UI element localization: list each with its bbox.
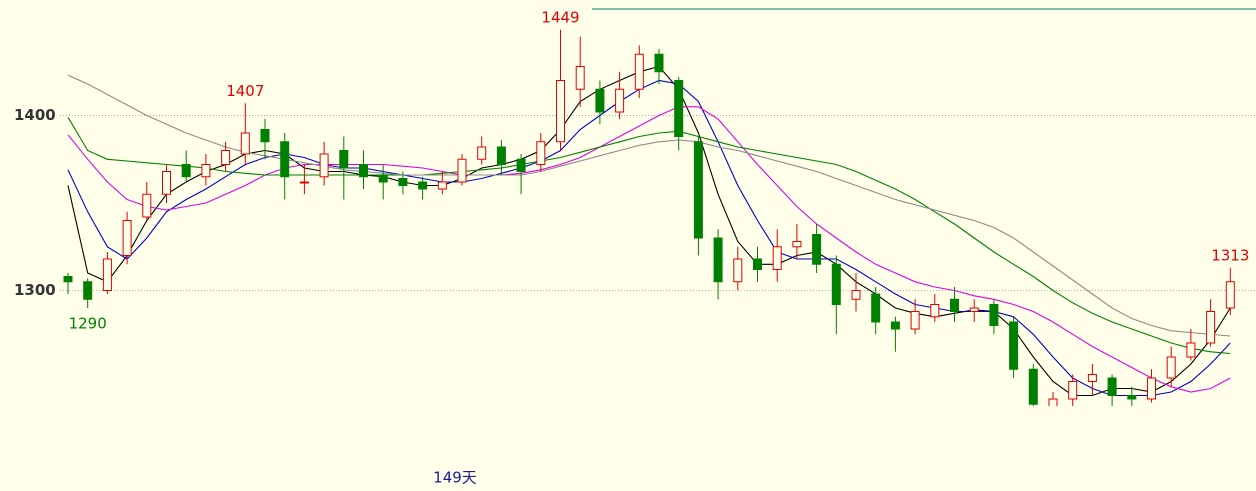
candle-body [181,164,191,178]
candle-body [221,150,231,165]
candle-body [1206,311,1216,344]
y-tick-label: 1300 [14,281,56,299]
candle-body [812,234,822,265]
candle-body [1147,377,1156,400]
low-label: 1290 [69,315,107,333]
candle-body [1009,321,1019,370]
candle-body [792,241,802,248]
candle-body [1068,381,1078,400]
candle-body [575,66,585,90]
candle-body [1087,374,1097,382]
moving-average-line [67,117,1231,355]
candle-body [595,88,605,113]
candle-body [1048,398,1058,406]
moving-average-line [67,106,1231,393]
high-label: 1313 [1211,246,1249,264]
candle-body [516,158,526,172]
candle-body [201,164,211,178]
candle-body [418,181,428,190]
candle-body [871,293,881,323]
candle-body [457,158,467,183]
candle-body [1225,281,1235,309]
candle-body [162,171,171,195]
candle-body [634,53,644,90]
y-tick-label: 1400 [14,106,56,124]
candle-body [398,178,408,186]
candle-body [319,153,329,178]
candle-body [969,307,979,312]
candle-body [63,276,73,283]
candle-body [674,80,684,137]
candle-body [102,258,112,291]
candle-body [1107,377,1117,396]
candle-body [437,181,447,190]
labels: 1300 1400 1290 1407 1449 1313 [14,8,1249,332]
moving-average-line [67,74,1231,337]
moving-average-line [67,65,1231,397]
high-label: 1407 [226,82,264,100]
candle-body [713,237,723,283]
candle-body [910,311,920,330]
candle-body [851,290,861,300]
moving-average-line [67,79,1231,397]
candle-body [1186,342,1196,358]
candle-body [654,53,664,73]
candle-body [1028,368,1038,405]
candle-body [240,132,250,155]
candle-body [477,146,487,160]
candle-body [299,181,309,184]
candle-body [280,141,290,178]
candle-body [930,304,940,318]
candle-body [772,246,782,270]
candle-body [615,88,625,113]
candle-body [339,150,349,169]
candle-body [378,174,388,183]
candle-body [260,129,270,143]
candle-body [693,141,703,239]
candle-body [890,321,900,330]
candle-body [831,263,841,305]
x-axis-label: 149天 [433,469,477,487]
candle-body [496,146,506,165]
candle-body [359,164,368,178]
candle-body [142,193,152,218]
candle-body [1166,356,1176,379]
candle-body [1127,395,1137,400]
candle-body [733,258,743,283]
candle-body [536,141,546,165]
candle-body [556,80,565,143]
candle-body [122,220,132,256]
plot-area [63,29,1235,406]
high-label: 1449 [541,8,579,26]
candle-body [83,281,93,300]
candle-body [753,258,762,270]
candle-body [950,298,959,312]
candle-body [989,304,999,326]
